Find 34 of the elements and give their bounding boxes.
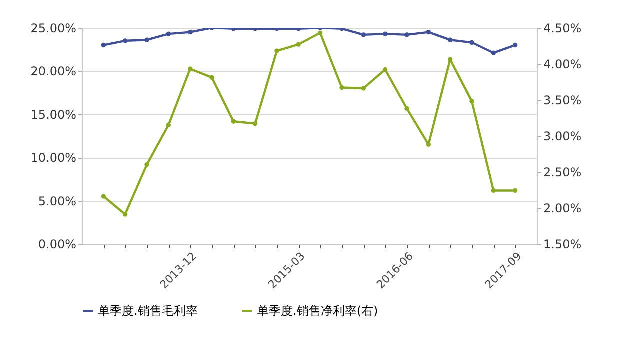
y2-tick-label: 4.50% (544, 22, 582, 36)
point (231, 119, 236, 124)
point (122, 212, 128, 217)
y-tick-label: 10.00% (30, 151, 76, 166)
point (426, 142, 432, 147)
point (340, 85, 344, 90)
point (274, 48, 280, 54)
y2-tick-label: 2.00% (544, 202, 582, 216)
y2-tick-label: 3.50% (544, 94, 582, 108)
y-tick-label: 5.00% (38, 194, 76, 208)
y2-tick-label: 1.50% (544, 238, 582, 252)
point (210, 75, 214, 80)
point (382, 67, 388, 72)
point (491, 188, 496, 194)
y2-tick-label: 3.00% (544, 130, 582, 144)
y2-tick-label: 4.00% (544, 58, 582, 72)
y-tick-label: 20.00% (30, 64, 76, 79)
legend-label: 单季度.销售净利率(右) (257, 304, 378, 318)
point (188, 66, 193, 72)
point (404, 106, 410, 111)
y-tick-label: 25.00% (30, 22, 76, 36)
point (101, 194, 106, 199)
point (252, 121, 258, 126)
point (470, 99, 474, 104)
point (512, 188, 518, 194)
point (361, 86, 366, 91)
y-tick-label: 0.00% (38, 238, 76, 252)
legend-label: 单季度.销售毛利率 (98, 304, 198, 318)
y2-tick-label: 2.50% (544, 166, 582, 180)
point (144, 162, 150, 168)
y-tick-label: 15.00% (30, 108, 76, 122)
point (296, 42, 302, 47)
point (166, 122, 172, 128)
point (318, 30, 323, 36)
